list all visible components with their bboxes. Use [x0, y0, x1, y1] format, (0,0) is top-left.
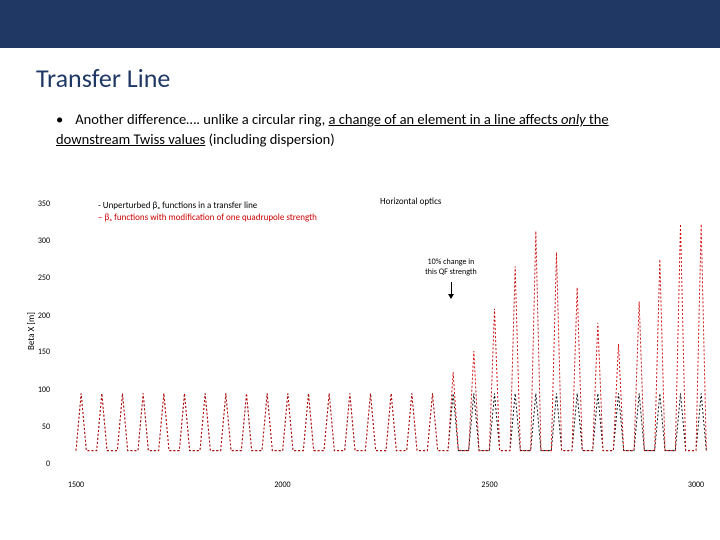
- chart-container: - Unperturbed βₓ functions in a transfer…: [30, 200, 705, 510]
- ytick: 0: [46, 459, 50, 469]
- ytick: 200: [38, 311, 50, 321]
- ytick: 250: [38, 273, 50, 283]
- series-unperturbed: [76, 393, 706, 450]
- chart-svg: [76, 204, 696, 464]
- ytick: 50: [42, 422, 50, 432]
- ytick: 350: [38, 199, 50, 209]
- xtick: 2500: [481, 480, 497, 490]
- bullet-u1: a change of an element in a line affects: [329, 110, 561, 128]
- header-bar: [0, 0, 720, 48]
- bullet-prefix: Another difference…. unlike a circular r…: [75, 110, 328, 128]
- xtick: 2000: [274, 480, 290, 490]
- bullet-suffix: (including dispersion): [205, 130, 334, 148]
- bullet-dot: •: [56, 110, 72, 130]
- xtick: 1500: [68, 480, 84, 490]
- bullet-text: • Another difference…. unlike a circular…: [0, 102, 720, 163]
- ytick: 300: [38, 236, 50, 246]
- y-axis-label: Beta X [m]: [26, 312, 37, 350]
- ytick: 150: [38, 347, 50, 357]
- page-title: Transfer Line: [0, 48, 720, 102]
- ytick: 100: [38, 385, 50, 395]
- plot-area: [76, 204, 696, 464]
- xtick: 3000: [688, 480, 704, 490]
- bullet-ui: only: [561, 110, 586, 128]
- series-perturbed: [76, 224, 706, 451]
